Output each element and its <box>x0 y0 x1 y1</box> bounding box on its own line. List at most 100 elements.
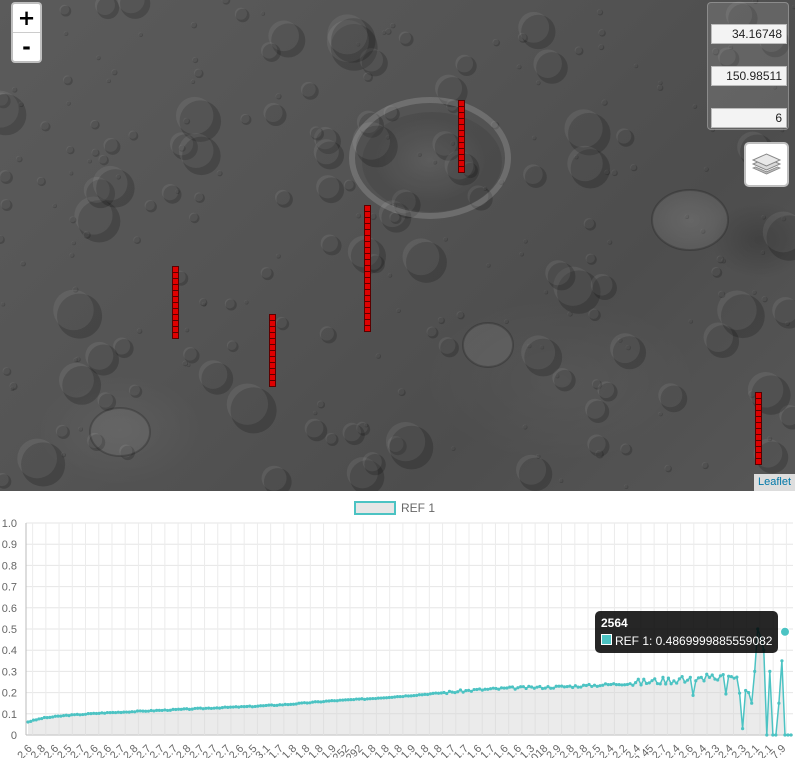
data-point <box>113 710 118 715</box>
data-point <box>297 701 301 705</box>
profile-chart: REF 1 1.0 0.9 0.8 0.7 0.6 0.5 0.4 0.3 0.2 0.1 0 2.6 2… <box>0 491 795 758</box>
lunar-terrain-image <box>0 0 795 491</box>
data-point <box>165 708 170 713</box>
data-point <box>718 674 723 678</box>
zoom-out-button[interactable]: - <box>22 35 31 59</box>
data-point <box>666 676 671 680</box>
data-point <box>571 685 575 690</box>
layers-control-button[interactable] <box>744 142 789 187</box>
data-point <box>86 712 90 716</box>
track-marker[interactable] <box>172 332 179 339</box>
data-point <box>127 710 131 714</box>
data-point <box>78 713 82 717</box>
data-point <box>549 686 553 690</box>
y-tick-label: 0.2 <box>2 688 17 700</box>
data-point <box>425 692 430 697</box>
data-point <box>168 708 172 712</box>
data-point <box>286 702 290 707</box>
data-point <box>393 695 397 699</box>
data-point <box>713 677 717 681</box>
data-point <box>447 689 452 693</box>
data-point <box>633 680 638 685</box>
data-point <box>300 701 304 705</box>
data-point <box>160 708 164 713</box>
data-point <box>688 675 692 679</box>
data-point <box>554 684 558 688</box>
data-point <box>587 682 591 687</box>
track-marker[interactable] <box>364 325 371 332</box>
data-point <box>475 687 479 692</box>
data-point <box>92 711 96 715</box>
data-point <box>691 693 695 697</box>
data-point <box>305 701 309 705</box>
data-point <box>625 682 629 687</box>
data-point <box>313 700 317 704</box>
series-ref-1[interactable] <box>26 626 793 737</box>
track-marker[interactable] <box>458 166 465 173</box>
data-point <box>207 706 211 710</box>
data-point <box>623 683 627 687</box>
track-marker[interactable] <box>269 380 276 387</box>
x-tick-label: 7.9 <box>769 743 788 758</box>
y-tick-label: 0.7 <box>2 582 17 594</box>
data-point <box>581 683 586 687</box>
data-point <box>56 714 60 718</box>
data-point <box>248 704 252 708</box>
data-point <box>45 716 49 720</box>
data-point <box>453 690 457 695</box>
track-marker[interactable] <box>755 458 762 465</box>
data-point <box>108 711 112 715</box>
data-point <box>365 697 369 701</box>
data-point <box>100 711 104 715</box>
data-point <box>669 682 673 686</box>
data-point <box>442 690 446 695</box>
data-point <box>220 706 224 710</box>
data-point <box>491 686 495 690</box>
data-point <box>472 687 476 692</box>
data-point <box>119 710 123 715</box>
attribution-link[interactable]: Leaflet <box>753 474 795 491</box>
legend-swatch <box>354 501 396 515</box>
data-point <box>546 684 550 689</box>
chart-canvas[interactable]: REF 11.00.90.80.70.60.50.40.30.20.102.62… <box>0 491 795 758</box>
data-point <box>420 693 424 697</box>
data-point <box>144 709 148 713</box>
data-point <box>664 682 668 686</box>
data-point <box>26 720 30 724</box>
data-point <box>653 677 657 681</box>
data-point <box>636 677 640 681</box>
data-point <box>650 679 654 683</box>
data-point <box>354 697 359 701</box>
data-point <box>620 683 624 687</box>
data-point <box>182 707 186 711</box>
data-point <box>789 733 793 737</box>
data-point <box>384 696 389 700</box>
data-point <box>477 687 482 691</box>
data-point <box>155 708 159 712</box>
zoom-level-field[interactable]: 6 <box>711 108 787 128</box>
coordinate-panel: 34.16748 150.98511 6 <box>707 2 789 130</box>
data-point <box>765 733 769 737</box>
data-point <box>198 706 203 710</box>
data-point <box>521 685 525 689</box>
data-point <box>683 680 687 684</box>
map-view[interactable]: + - 34.16748 150.98511 6 Leaflet <box>0 0 795 491</box>
chart-legend[interactable]: REF 1 <box>354 501 435 515</box>
data-point <box>483 687 487 691</box>
data-point <box>105 710 109 715</box>
data-point <box>445 691 449 696</box>
data-point <box>141 709 145 713</box>
data-point <box>467 688 471 692</box>
data-point <box>382 696 386 700</box>
data-point <box>677 677 681 681</box>
data-point <box>595 684 599 688</box>
data-point <box>283 702 287 706</box>
latitude-field[interactable]: 34.16748 <box>711 24 787 44</box>
longitude-field[interactable]: 150.98511 <box>711 66 787 86</box>
zoom-in-button[interactable]: + <box>13 4 40 33</box>
data-point <box>753 669 757 673</box>
data-point <box>275 703 279 707</box>
data-point <box>245 704 249 709</box>
data-point <box>371 696 375 701</box>
data-point <box>31 718 36 722</box>
